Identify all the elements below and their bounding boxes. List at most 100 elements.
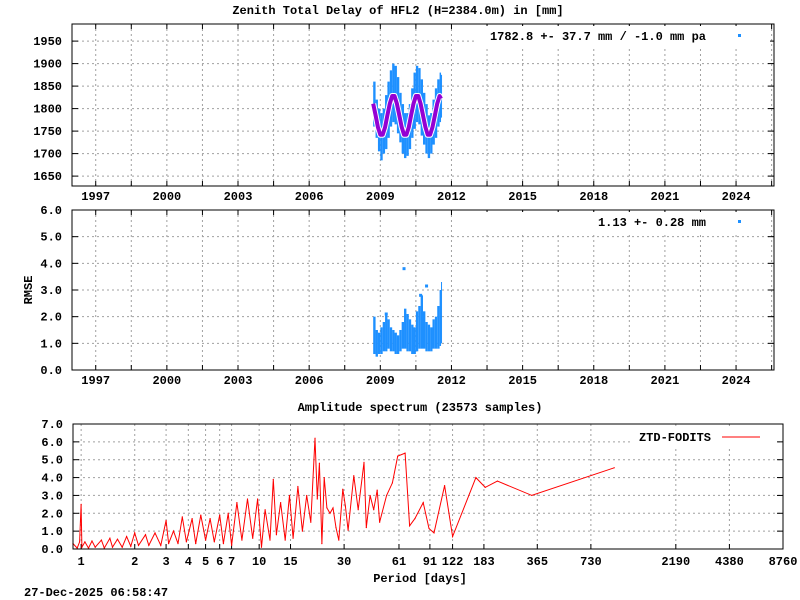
rmse-y-tick-label: 2.0	[40, 311, 62, 325]
spectrum-point	[121, 546, 123, 548]
spectrum-point	[94, 546, 96, 548]
spectrum-point	[76, 547, 78, 549]
ztd-title: Zenith Total Delay of HFL2 (H=2384.0m) i…	[232, 4, 563, 18]
spectrum-point	[236, 501, 238, 504]
spectrum-title: Amplitude spectrum (23573 samples)	[298, 401, 543, 415]
spectrum-point	[264, 509, 266, 511]
spectrum-point	[397, 455, 399, 457]
rmse-y-tick-label: 3.0	[40, 284, 62, 298]
spectrum-x-tick-label: 365	[526, 555, 548, 569]
spectrum-line	[72, 438, 615, 550]
spectrum-point	[347, 529, 349, 531]
spectrum-point	[310, 521, 312, 523]
spectrum-point	[275, 534, 278, 536]
rmse-observation-band	[418, 306, 421, 349]
spectrum-point	[386, 494, 388, 497]
rmse-observation-band	[413, 327, 416, 354]
ztd-y-tick-label: 1750	[33, 125, 62, 139]
spectrum-point	[496, 480, 499, 482]
spectrum-point	[78, 541, 81, 543]
spectrum-point	[165, 519, 167, 522]
spectrum-point	[116, 538, 119, 540]
ztd-x-tick-label: 2018	[579, 190, 608, 204]
spectrum-point	[531, 494, 533, 497]
spectrum-point	[475, 476, 477, 479]
spectrum-point	[160, 544, 162, 547]
ztd-x-tick-label: 2000	[152, 190, 181, 204]
rmse-observation-band	[401, 322, 405, 349]
rmse-y-tick-label: 6.0	[40, 204, 62, 218]
spectrum-point	[297, 485, 299, 488]
ztd-y-tick-label: 1650	[33, 170, 62, 184]
rmse-observation-band	[396, 335, 400, 354]
rmse-legend-bg	[474, 212, 770, 232]
spectrum-point	[344, 505, 346, 507]
ztd-x-tick-label: 2003	[224, 190, 253, 204]
spectrum-point	[284, 539, 286, 541]
rmse-observation-band	[437, 306, 440, 349]
spectrum-point	[87, 547, 90, 549]
spectrum-point	[335, 526, 337, 529]
rmse-observation-band	[385, 314, 388, 352]
spectrum-point	[269, 539, 271, 541]
rmse-observation-band	[441, 282, 443, 344]
spectrum-point	[137, 544, 140, 547]
spectrum-x-tick-label: 7	[228, 555, 235, 569]
spectrum-point	[301, 530, 304, 532]
rmse-outlier-point	[425, 284, 429, 288]
spectrum-y-tick-label: 0.0	[41, 543, 63, 557]
spectrum-point	[326, 507, 328, 509]
rmse-legend-text: 1.13 +- 0.28 mm	[598, 216, 706, 230]
ztd-y-tick-label: 1800	[33, 103, 62, 117]
spectrum-point	[100, 539, 103, 541]
spectrum-point	[191, 518, 193, 520]
ztd-panel: 1997 2000 2003 2006 2009 2012 2015 2018 2021 2024…	[33, 23, 775, 204]
spectrum-x-tick-label: 15	[283, 555, 297, 569]
rmse-observation-band	[373, 316, 376, 354]
rmse-observation-band	[408, 319, 412, 352]
spectrum-x-tick-label: 3	[162, 555, 169, 569]
spectrum-x-tick-label: 4	[185, 555, 192, 569]
spectrum-x-tick-label: 10	[252, 555, 266, 569]
rmse-x-tick-label: 1997	[81, 374, 110, 388]
spectrum-x-tick-label: 183	[473, 555, 495, 569]
spectrum-point	[227, 512, 229, 514]
spectrum-legend-text: ZTD-FODITS	[639, 431, 711, 445]
ztd-model-line	[371, 94, 443, 137]
ztd-observation-band	[392, 63, 395, 123]
spectrum-point	[252, 537, 254, 539]
spectrum-point	[80, 503, 82, 505]
spectrum-x-tick-label: 6	[216, 555, 223, 569]
spectrum-point	[246, 498, 249, 500]
spectrum-point	[379, 521, 381, 523]
spectrum-x-tick-label: 8760	[769, 555, 798, 569]
ztd-x-tick-label: 2012	[437, 190, 466, 204]
spectrum-x-tick-label: 30	[337, 555, 351, 569]
spectrum-point	[260, 546, 263, 548]
spectrum-x-tick-label: 2	[131, 555, 138, 569]
rmse-observation-band	[404, 308, 407, 349]
spectrum-x-tick-label: 1	[78, 555, 85, 569]
rmse-observation-band	[377, 332, 381, 354]
rmse-observation-band	[439, 290, 442, 346]
spectrum-point	[103, 547, 105, 549]
spectrum-y-tick-label: 3.0	[41, 489, 63, 503]
rmse-observation-band	[392, 330, 395, 352]
rmse-x-tick-label: 2021	[650, 374, 679, 388]
spectrum-point	[241, 539, 243, 541]
spectrum-point	[280, 501, 282, 504]
rmse-outlier-point	[402, 267, 406, 271]
rmse-observation-band	[375, 330, 378, 357]
spectrum-x-tick-label: 730	[580, 555, 602, 569]
spectrum-point	[168, 543, 170, 545]
spectrum-x-tick-label: 2190	[661, 555, 690, 569]
spectrum-point	[323, 476, 325, 479]
spectrum-point	[353, 475, 355, 477]
spectrum-point	[329, 512, 331, 514]
spectrum-panel: 1 2 3 4 5 6 7 10 15 30 61 91 122 183 365 730 2190 4380 876…	[41, 418, 797, 569]
spectrum-point	[144, 534, 147, 536]
spectrum-point	[209, 518, 211, 520]
spectrum-y-tick-label: 6.0	[41, 436, 63, 450]
spectrum-point	[213, 541, 215, 543]
